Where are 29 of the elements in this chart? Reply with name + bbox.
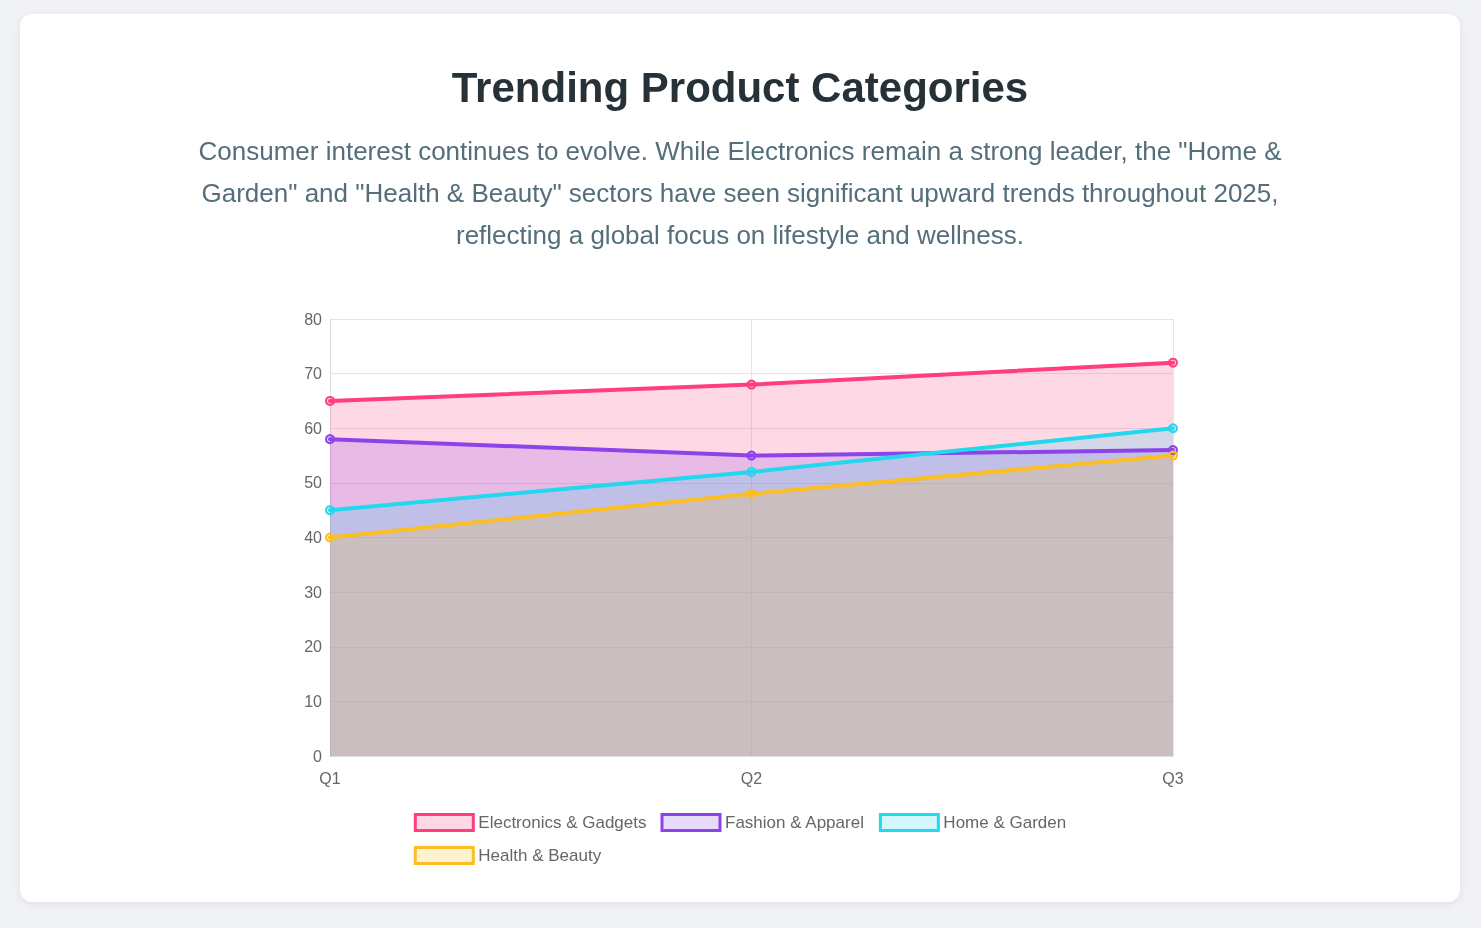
point: [325, 395, 335, 406]
y-tick-label: 80: [304, 310, 323, 328]
y-tick-label: 10: [304, 692, 323, 710]
x-tick-label: Q2: [740, 769, 763, 787]
y-tick-label: 20: [304, 638, 323, 656]
legend-label: Fashion & Apparel: [725, 813, 864, 832]
y-tick-label: 70: [304, 365, 323, 383]
point: [1168, 357, 1178, 368]
point: [746, 488, 757, 499]
legend-label: Home & Garden: [943, 813, 1067, 832]
point: [325, 505, 335, 516]
y-tick-label: 30: [304, 583, 323, 601]
x-tick-label: Q3: [1162, 769, 1184, 787]
point: [1168, 423, 1178, 434]
point: [746, 466, 757, 477]
legend-label: Electronics & Gadgets: [478, 813, 647, 832]
y-tick-label: 60: [304, 419, 323, 437]
y-tick-label: 0: [313, 747, 323, 765]
point: [746, 450, 757, 461]
y-tick-label: 50: [304, 474, 323, 492]
point: [1168, 450, 1178, 461]
point: [325, 532, 335, 543]
legend-label: Health & Beauty: [478, 846, 602, 865]
point: [746, 379, 757, 390]
chart-subtitle: Consumer interest continues to evolve. While Electronics remain a strong leader, the "Home & Garden" and "Health & Beauty" sectors have seen significant upward trends throughout 2025, reflecting a global focus on lifestyle and wellness.: [197, 135, 1283, 252]
chart-title: Trending Product Categories: [450, 64, 1030, 112]
point: [325, 434, 335, 445]
y-tick-label: 40: [304, 529, 323, 546]
x-tick-label: Q1: [319, 769, 341, 787]
